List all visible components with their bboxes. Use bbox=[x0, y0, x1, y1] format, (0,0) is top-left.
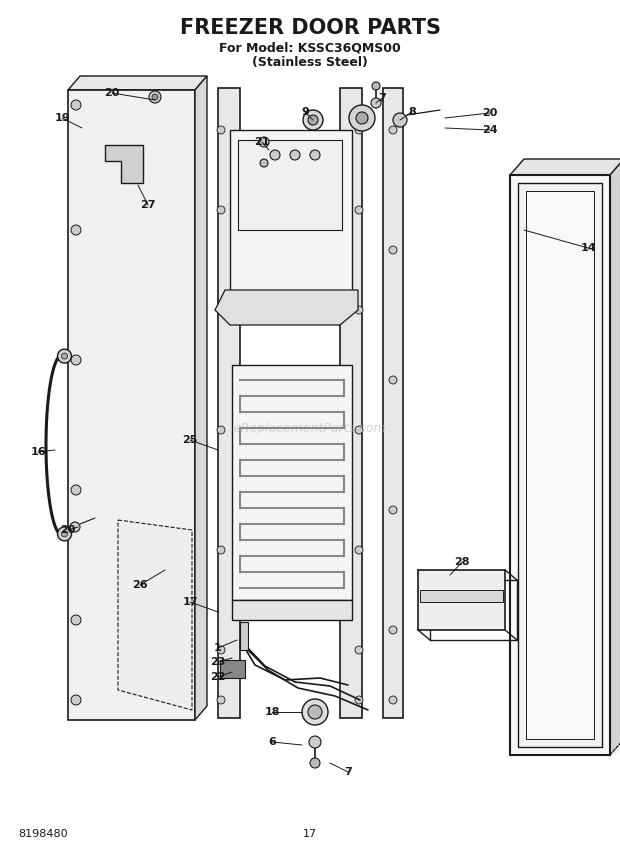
Circle shape bbox=[309, 736, 321, 748]
Text: 20: 20 bbox=[104, 88, 120, 98]
Text: 7: 7 bbox=[344, 767, 352, 777]
Circle shape bbox=[58, 349, 71, 363]
Text: 21: 21 bbox=[254, 137, 270, 147]
Circle shape bbox=[355, 426, 363, 434]
Circle shape bbox=[393, 113, 407, 127]
Polygon shape bbox=[105, 145, 143, 183]
Circle shape bbox=[149, 91, 161, 103]
Text: 17: 17 bbox=[303, 829, 317, 839]
Text: FREEZER DOOR PARTS: FREEZER DOOR PARTS bbox=[180, 18, 440, 38]
Text: 16: 16 bbox=[30, 447, 46, 457]
Circle shape bbox=[270, 150, 280, 160]
Bar bbox=[218, 88, 240, 718]
Circle shape bbox=[217, 206, 225, 214]
Bar bbox=[526, 191, 594, 739]
Text: (Stainless Steel): (Stainless Steel) bbox=[252, 56, 368, 68]
Bar bbox=[418, 570, 505, 630]
Bar bbox=[238, 140, 342, 230]
Circle shape bbox=[349, 105, 375, 131]
Circle shape bbox=[308, 115, 318, 125]
Circle shape bbox=[389, 376, 397, 384]
Circle shape bbox=[308, 705, 322, 719]
Circle shape bbox=[217, 426, 225, 434]
Circle shape bbox=[217, 306, 225, 314]
Text: 20: 20 bbox=[60, 525, 76, 535]
Circle shape bbox=[355, 646, 363, 654]
Bar bbox=[232, 365, 352, 600]
Bar bbox=[340, 88, 362, 718]
Bar bbox=[230, 130, 352, 310]
Circle shape bbox=[302, 699, 328, 725]
Bar bbox=[68, 90, 195, 720]
Polygon shape bbox=[610, 159, 620, 755]
Polygon shape bbox=[215, 290, 358, 325]
Circle shape bbox=[355, 206, 363, 214]
Circle shape bbox=[152, 94, 158, 100]
Bar bbox=[420, 590, 503, 602]
Circle shape bbox=[310, 758, 320, 768]
Bar bbox=[220, 660, 245, 678]
Polygon shape bbox=[68, 76, 207, 90]
Text: 24: 24 bbox=[482, 125, 498, 135]
Bar bbox=[518, 183, 602, 747]
Circle shape bbox=[371, 98, 381, 108]
Circle shape bbox=[217, 696, 225, 704]
Text: 6: 6 bbox=[268, 737, 276, 747]
Polygon shape bbox=[195, 76, 207, 720]
Circle shape bbox=[389, 506, 397, 514]
Bar bbox=[240, 622, 248, 650]
Text: 18: 18 bbox=[264, 707, 280, 717]
Circle shape bbox=[372, 82, 380, 90]
Text: eReplacementParts.com: eReplacementParts.com bbox=[234, 421, 386, 435]
Text: 17: 17 bbox=[182, 597, 198, 607]
Circle shape bbox=[356, 112, 368, 124]
Circle shape bbox=[70, 522, 80, 532]
Circle shape bbox=[71, 615, 81, 625]
Text: 25: 25 bbox=[182, 435, 198, 445]
Circle shape bbox=[71, 355, 81, 365]
Circle shape bbox=[217, 646, 225, 654]
Text: 8: 8 bbox=[408, 107, 416, 117]
Circle shape bbox=[389, 246, 397, 254]
Circle shape bbox=[61, 531, 68, 537]
Text: 7: 7 bbox=[378, 93, 386, 103]
Circle shape bbox=[290, 150, 300, 160]
Circle shape bbox=[355, 126, 363, 134]
Polygon shape bbox=[118, 520, 192, 710]
Text: 26: 26 bbox=[132, 580, 148, 590]
Text: 20: 20 bbox=[482, 108, 498, 118]
Text: 1: 1 bbox=[214, 643, 222, 653]
Circle shape bbox=[71, 100, 81, 110]
Polygon shape bbox=[510, 159, 620, 175]
Circle shape bbox=[389, 126, 397, 134]
Circle shape bbox=[389, 626, 397, 634]
Bar bbox=[232, 600, 352, 620]
Circle shape bbox=[58, 527, 71, 541]
Text: 28: 28 bbox=[454, 557, 470, 567]
Bar bbox=[510, 175, 610, 755]
Circle shape bbox=[71, 485, 81, 495]
Circle shape bbox=[260, 159, 268, 167]
Circle shape bbox=[355, 546, 363, 554]
Text: 22: 22 bbox=[210, 672, 226, 682]
Text: 9: 9 bbox=[301, 107, 309, 117]
Circle shape bbox=[217, 546, 225, 554]
Circle shape bbox=[259, 137, 269, 147]
Circle shape bbox=[217, 126, 225, 134]
Circle shape bbox=[71, 695, 81, 705]
Text: 14: 14 bbox=[580, 243, 596, 253]
Circle shape bbox=[61, 354, 68, 360]
Circle shape bbox=[303, 110, 323, 130]
Circle shape bbox=[389, 696, 397, 704]
Circle shape bbox=[355, 696, 363, 704]
Circle shape bbox=[310, 150, 320, 160]
Circle shape bbox=[355, 306, 363, 314]
Text: For Model: KSSC36QMS00: For Model: KSSC36QMS00 bbox=[219, 41, 401, 55]
Bar bbox=[383, 88, 403, 718]
Circle shape bbox=[71, 225, 81, 235]
Text: 27: 27 bbox=[140, 200, 156, 210]
Text: 19: 19 bbox=[54, 113, 70, 123]
Text: 8198480: 8198480 bbox=[18, 829, 68, 839]
Text: 23: 23 bbox=[210, 657, 226, 667]
